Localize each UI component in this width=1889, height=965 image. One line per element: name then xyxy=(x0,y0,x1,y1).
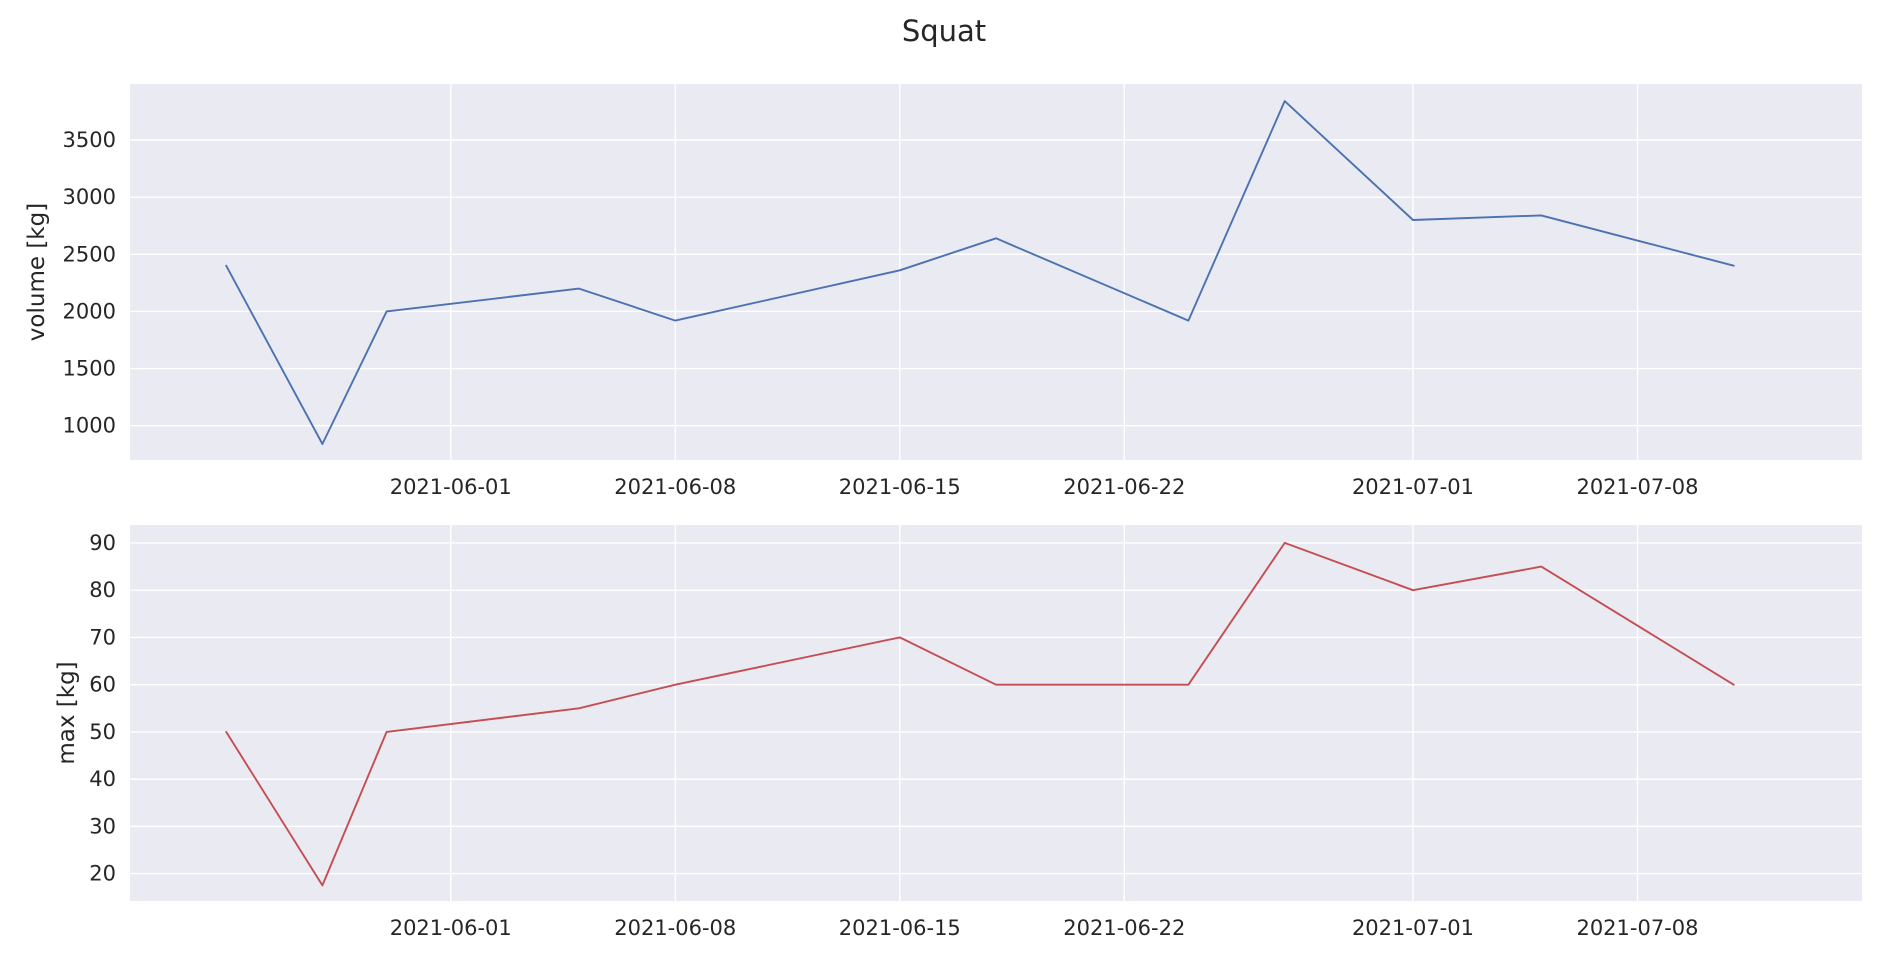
subplot-2: 2021-06-01 2021-06-08 2021-06-15 2021-06-22… xyxy=(54,525,1862,940)
y-tick-label: 60 xyxy=(89,673,116,697)
y-tick-label: 30 xyxy=(89,814,116,838)
y-axis-label: volume [kg] xyxy=(24,203,50,341)
y-tick-label: 70 xyxy=(89,625,116,649)
x-tick-label: 2021-06-22 xyxy=(1063,916,1185,940)
y-tick-label: 40 xyxy=(89,767,116,791)
x-tick-label: 2021-06-01 xyxy=(390,475,512,499)
y-axis-label: max [kg] xyxy=(54,661,80,764)
y-tick-label: 1500 xyxy=(63,357,116,381)
figure-title: Squat xyxy=(902,14,986,48)
x-tick-label: 2021-06-08 xyxy=(614,916,736,940)
x-tick-label: 2021-07-08 xyxy=(1576,475,1698,499)
y-tick-label: 3500 xyxy=(63,128,116,152)
y-tick-label: 1000 xyxy=(63,414,116,438)
y-tick-label: 2000 xyxy=(63,299,116,323)
x-tick-label: 2021-06-15 xyxy=(839,475,961,499)
x-tick-label: 2021-06-22 xyxy=(1063,475,1185,499)
series-line-1 xyxy=(225,100,1735,445)
y-tick-label: 80 xyxy=(89,578,116,602)
y-tick-label: 3000 xyxy=(63,185,116,209)
x-tick-label: 2021-06-01 xyxy=(390,916,512,940)
y-tick-label: 20 xyxy=(89,862,116,886)
x-tick-label: 2021-07-01 xyxy=(1352,916,1474,940)
x-tick-label: 2021-06-15 xyxy=(839,916,961,940)
subplot-1: 2021-06-01 2021-06-08 2021-06-15 2021-06-22… xyxy=(24,84,1862,499)
x-tick-label: 2021-06-08 xyxy=(614,475,736,499)
plot-area-2 xyxy=(130,525,1862,901)
plot-area-1 xyxy=(130,84,1862,460)
y-tick-label: 50 xyxy=(89,720,116,744)
series-line-2 xyxy=(225,541,1735,887)
x-tick-label: 2021-07-08 xyxy=(1576,916,1698,940)
y-tick-label: 2500 xyxy=(63,242,116,266)
y-tick-label: 90 xyxy=(89,531,116,555)
x-tick-label: 2021-07-01 xyxy=(1352,475,1474,499)
